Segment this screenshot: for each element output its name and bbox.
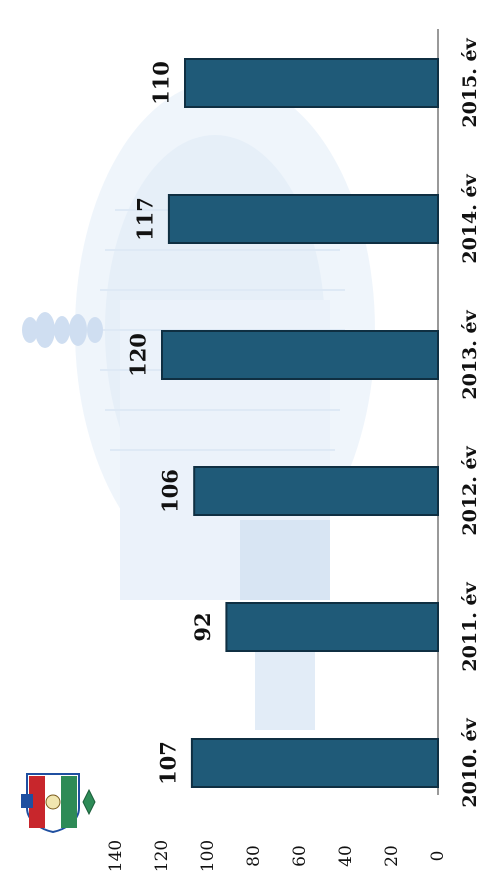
category-label: 2015. év <box>459 37 481 127</box>
category-label: 2011. év <box>459 581 481 671</box>
category-label: 2010. év <box>459 717 481 807</box>
data-label: 120 <box>126 333 151 377</box>
data-label: 92 <box>190 612 215 641</box>
y-tick-label: 140 <box>106 840 126 872</box>
data-label: 110 <box>149 61 174 105</box>
y-tick-label: 20 <box>382 845 402 867</box>
y-tick-label: 40 <box>336 845 356 867</box>
bar <box>185 59 438 107</box>
category-label: 2013. év <box>459 309 481 399</box>
bar <box>169 195 438 243</box>
data-label: 117 <box>132 197 157 241</box>
bar <box>194 467 438 515</box>
y-tick-label: 120 <box>152 840 172 872</box>
data-label: 106 <box>158 469 183 513</box>
category-label: 2014. év <box>459 173 481 263</box>
data-label: 107 <box>155 741 180 785</box>
y-tick-label: 0 <box>428 851 448 862</box>
y-tick-label: 100 <box>198 840 218 872</box>
bar <box>162 331 438 379</box>
y-tick-label: 60 <box>290 845 310 867</box>
bar <box>192 739 438 787</box>
bar <box>226 603 438 651</box>
category-label: 2012. év <box>459 445 481 535</box>
y-tick-label: 80 <box>244 845 264 867</box>
